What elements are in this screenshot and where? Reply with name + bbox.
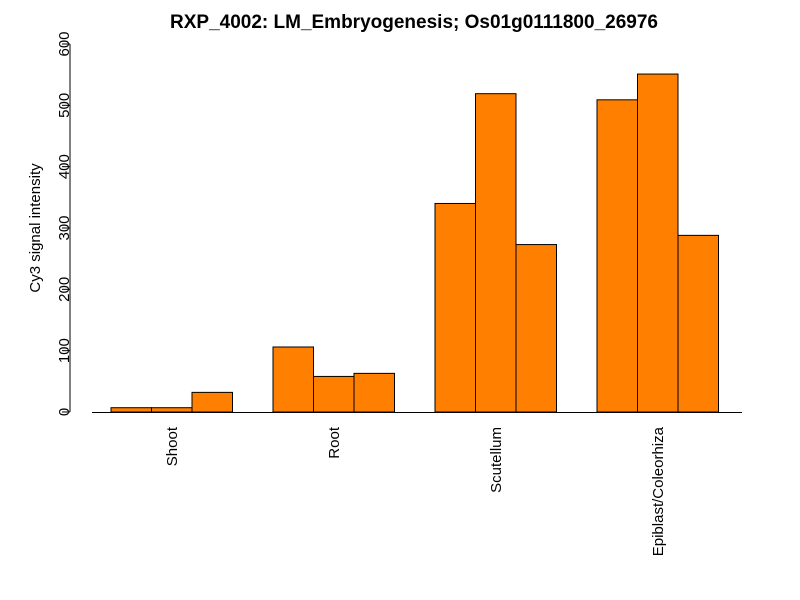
bar-epiblast-coleorhiza-2 [637,73,679,413]
y-axis: 0 100 200 300 400 500 600 [56,31,73,416]
bar-shoot-2 [151,407,193,413]
category-label: Scutellum [488,427,505,493]
bar-epiblast-coleorhiza-1 [596,99,638,413]
category-labels: Shoot Root Scutellum Epiblast/Coleorhiza [164,426,667,556]
bar-root-1 [272,346,314,413]
y-axis-label: Cy3 signal intensity [27,163,44,293]
bar-scutellum-3 [515,244,557,413]
bar-scutellum-2 [475,93,517,413]
bar-root-2 [313,375,355,413]
y-tick-label: 200 [56,277,73,302]
category-label: Root [326,426,343,459]
chart-title: RXP_4002: LM_Embryogenesis; Os01g0111800… [170,12,658,33]
category-label: Shoot [164,426,181,466]
y-tick-label: 100 [56,338,73,363]
y-tick-label: 600 [56,31,73,56]
bars [110,73,719,413]
bar-root-3 [353,372,395,413]
bar-shoot-3 [191,391,233,413]
bar-shoot-1 [110,407,152,413]
y-tick-label: 0 [56,408,73,416]
y-tick-label: 300 [56,215,73,240]
y-tick-label: 400 [56,154,73,179]
bar-scutellum-1 [434,202,476,413]
bar-epiblast-coleorhiza-3 [677,234,719,413]
category-label: Epiblast/Coleorhiza [650,426,667,556]
y-tick-label: 500 [56,93,73,118]
